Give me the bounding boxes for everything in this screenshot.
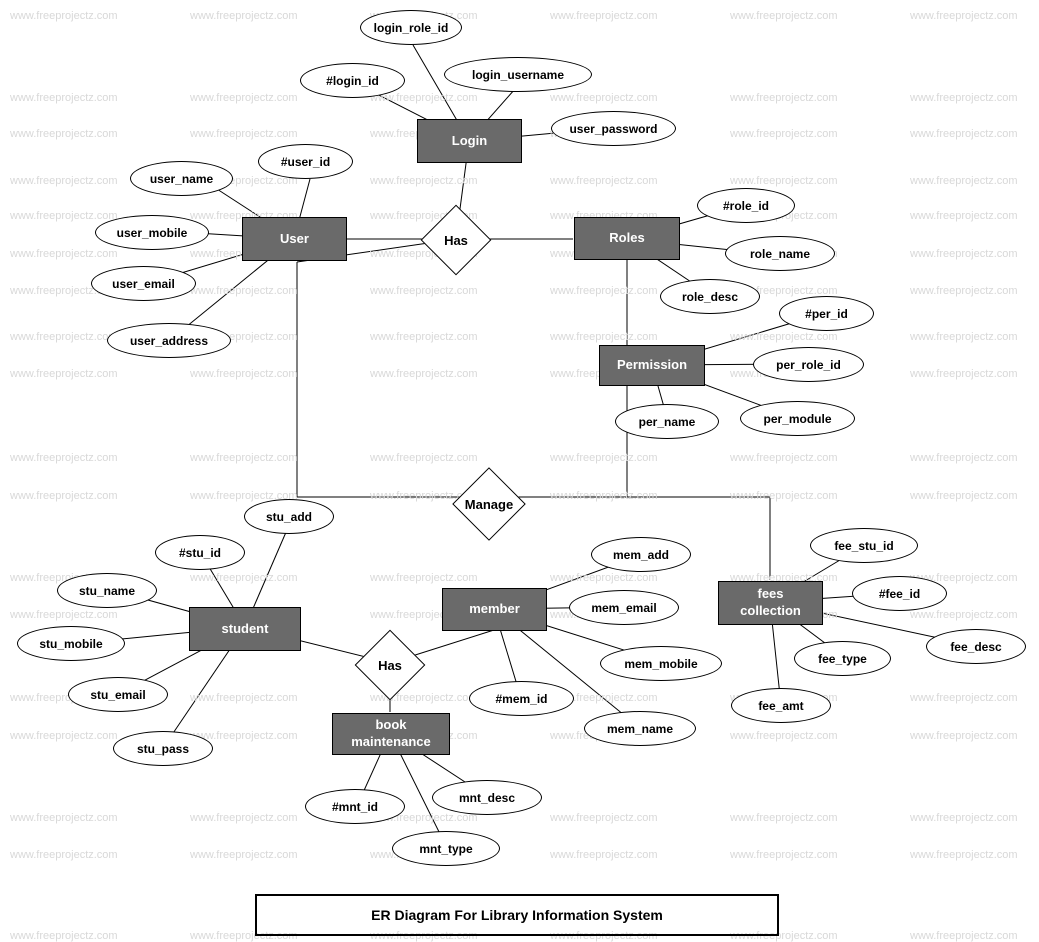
attribute-fee_amt: fee_amt: [731, 688, 831, 723]
attribute-login_username: login_username: [444, 57, 592, 92]
attribute-role_id: #role_id: [697, 188, 795, 223]
attribute-fee_type: fee_type: [794, 641, 891, 676]
attribute-mem_name: mem_name: [584, 711, 696, 746]
entity-student: student: [189, 607, 301, 651]
relationship-label-manage: Manage: [452, 494, 526, 514]
attribute-user_id: #user_id: [258, 144, 353, 179]
attribute-login_role_id: login_role_id: [360, 10, 462, 45]
attribute-stu_email: stu_email: [68, 677, 168, 712]
attribute-fee_desc: fee_desc: [926, 629, 1026, 664]
attribute-role_desc: role_desc: [660, 279, 760, 314]
attribute-user_email: user_email: [91, 266, 196, 301]
attribute-mem_email: mem_email: [569, 590, 679, 625]
attribute-user_mobile: user_mobile: [95, 215, 209, 250]
attribute-user_address: user_address: [107, 323, 231, 358]
attribute-user_password: user_password: [551, 111, 676, 146]
attribute-mnt_id: #mnt_id: [305, 789, 405, 824]
attribute-fee_stu_id: fee_stu_id: [810, 528, 918, 563]
entity-fees: feescollection: [718, 581, 823, 625]
attribute-stu_add: stu_add: [244, 499, 334, 534]
attribute-mnt_desc: mnt_desc: [432, 780, 542, 815]
attribute-per_module: per_module: [740, 401, 855, 436]
diagram-title-text: ER Diagram For Library Information Syste…: [371, 907, 663, 923]
attribute-stu_id: #stu_id: [155, 535, 245, 570]
entity-book: bookmaintenance: [332, 713, 450, 755]
entity-permission: Permission: [599, 345, 705, 386]
attribute-mem_add: mem_add: [591, 537, 691, 572]
attribute-per_role_id: per_role_id: [753, 347, 864, 382]
entity-roles: Roles: [574, 217, 680, 260]
attribute-stu_mobile: stu_mobile: [17, 626, 125, 661]
entity-login: Login: [417, 119, 522, 163]
attribute-login_id: #login_id: [300, 63, 405, 98]
attribute-mnt_type: mnt_type: [392, 831, 500, 866]
attribute-per_name: per_name: [615, 404, 719, 439]
entity-user: User: [242, 217, 347, 261]
attribute-per_id: #per_id: [779, 296, 874, 331]
attribute-mem_mobile: mem_mobile: [600, 646, 722, 681]
attribute-role_name: role_name: [725, 236, 835, 271]
attribute-mem_id: #mem_id: [469, 681, 574, 716]
attribute-stu_pass: stu_pass: [113, 731, 213, 766]
relationship-label-has1: Has: [421, 230, 492, 250]
attribute-fee_id: #fee_id: [852, 576, 947, 611]
relationship-label-has2: Has: [355, 655, 426, 675]
attribute-stu_name: stu_name: [57, 573, 157, 608]
diagram-title-box: ER Diagram For Library Information Syste…: [255, 894, 779, 936]
attribute-user_name: user_name: [130, 161, 233, 196]
entity-member: member: [442, 588, 547, 631]
